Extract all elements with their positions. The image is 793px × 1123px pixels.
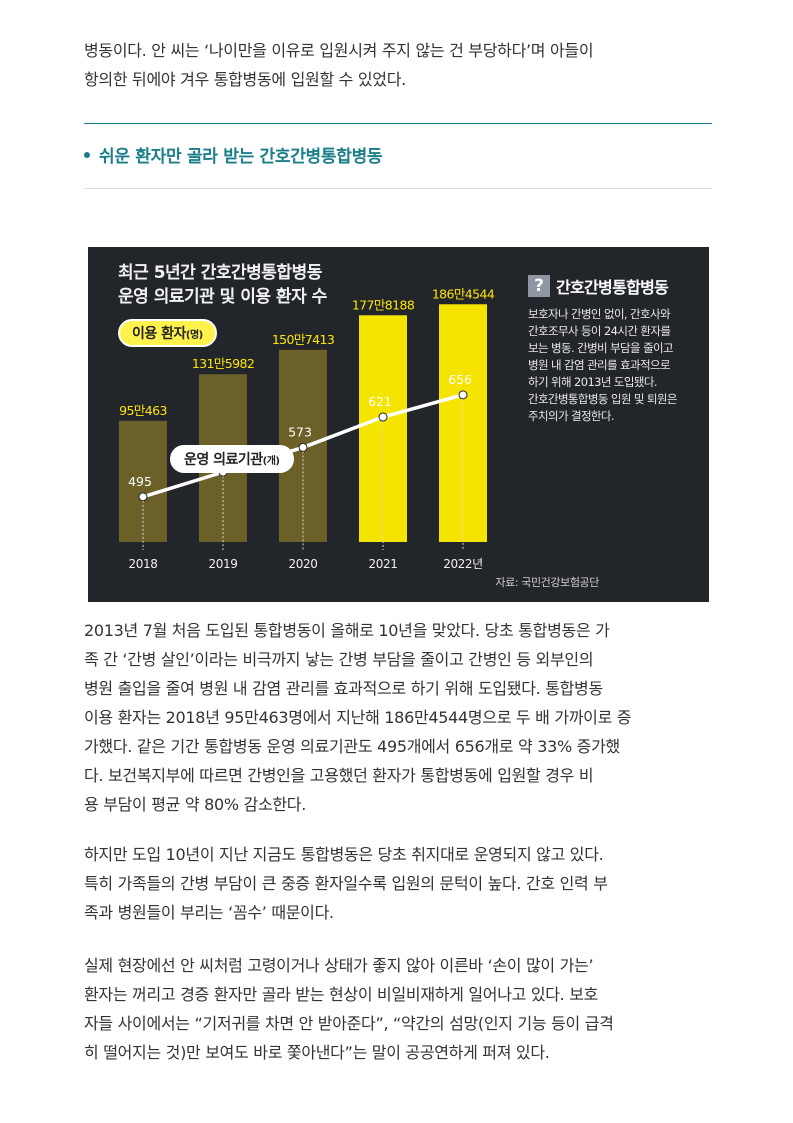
institutions-legend-unit: (개) [262,456,280,467]
line-value-label: 621 [368,394,392,409]
bar [359,315,407,542]
paragraph-line: 다. 보건복지부에 따르면 간병인을 고용했던 환자가 통합병동에 입원할 경우… [84,766,594,785]
body-paragraph-2: 하지만 도입 10년이 지난 지금도 통합병동은 당초 취지대로 운영되지 않고… [84,840,714,927]
paragraph-line: 하지만 도입 10년이 지난 지금도 통합병동은 당초 취지대로 운영되지 않고… [84,845,604,864]
bar-value-label: 177만8188 [352,297,415,312]
x-tick-label: 2019 [209,557,238,571]
body-paragraph-1: 2013년 7월 처음 도입된 통합병동이 올해로 10년을 맞았다. 당초 통… [84,616,714,819]
info-line: 하기 위해 2013년 도입됐다. [528,375,658,389]
paragraph-line: 병원 출입을 줄여 병원 내 감염 관리를 효과적으로 하기 위해 도입됐다. … [84,679,603,698]
bullet-icon [84,152,90,158]
body-paragraph-3: 실제 현장에선 안 씨처럼 고령이거나 상태가 좋지 않아 이른바 ‘손이 많이… [84,951,714,1067]
subheading-text: 쉬운 환자만 골라 받는 간호간병통합병동 [99,147,383,167]
paragraph-line: 가했다. 같은 기간 통합병동 운영 의료기관도 495개에서 656개로 약 … [84,737,620,756]
paragraph-line: 용 부담이 평균 약 80% 감소한다. [84,795,306,814]
line-point [298,442,308,452]
institutions-legend-text: 운영 의료기관 [184,452,263,468]
paragraph-line: 특히 가족들의 간병 부담이 큰 중증 환자일수록 입원의 문턱이 높다. 간호… [84,874,608,893]
bar-value-label: 186만4544 [432,286,495,301]
line-value-label: 656 [448,372,472,387]
line-point [378,412,388,422]
info-line: 보는 병동. 간병비 부담을 줄이고 [528,341,674,355]
info-description: 보호자나 간병인 없이, 간호사와 간호조무사 등이 24시간 환자를 보는 병… [528,306,703,425]
line-point [458,390,468,400]
line-value-label: 495 [128,474,152,489]
paragraph-line: 실제 현장에선 안 씨처럼 고령이거나 상태가 좋지 않아 이른바 ‘손이 많이… [84,956,594,975]
intro-paragraph: 병동이다. 안 씨는 ‘나이만을 이유로 입원시켜 주지 않는 건 부당하다’며… [84,36,714,94]
patients-legend-text: 이용 환자 [132,326,186,342]
patients-legend-label: 이용 환자(명) [118,319,217,347]
x-tick-label: 2020 [289,557,318,571]
paragraph-line: 항의한 뒤에야 겨우 통합병동에 입원할 수 있었다. [84,70,406,89]
info-title: 간호간병통합병동 [556,278,669,297]
patients-legend-unit: (명) [185,330,203,341]
x-tick-label: 2021 [369,557,398,571]
institutions-legend-label: 운영 의료기관(개) [170,445,294,473]
chart-source: 자료: 국민건강보험공단 [495,576,599,589]
section-divider [84,123,712,124]
info-line: 주치의가 결정한다. [528,409,615,423]
info-line: 간호조무사 등이 24시간 환자를 [528,324,671,338]
line-value-label: 573 [288,424,312,439]
x-tick-label: 2022년 [443,557,483,571]
line-point [138,492,148,502]
infographic-chart: 95만463 131만5982 150만7413 177만8188 186만4544 49… [88,247,709,602]
bar-value-label: 95만463 [119,403,167,418]
paragraph-line: 환자는 꺼리고 경증 환자만 골라 받는 현상이 비일비재하게 일어나고 있다.… [84,985,599,1004]
info-line: 간호간병통합병동 입원 및 퇴원은 [528,392,677,406]
bar-value-label: 150만7413 [272,332,334,347]
paragraph-line: 자들 사이에서는 “기저귀를 차면 안 받아준다”, “약간의 섬망(인지 기능… [84,1014,614,1033]
chart-title-line: 최근 5년간 간호간병통합병동 [118,263,322,283]
chart-title-line: 운영 의료기관 및 이용 환자 수 [118,287,327,307]
info-box: ? 간호간병통합병동 보호자나 간병인 없이, 간호사와 간호조무사 등이 24시… [528,274,703,425]
section-divider-light [84,188,712,189]
chart-title: 최근 5년간 간호간병통합병동 운영 의료기관 및 이용 환자 수 [118,261,327,309]
question-mark-icon: ? [528,275,550,297]
paragraph-line: 히 떨어지는 것)만 보여도 바로 쫓아낸다”는 말이 공공연하게 퍼져 있다. [84,1043,550,1062]
bar-value-label: 131만5982 [192,356,254,371]
section-subheading: 쉬운 환자만 골라 받는 간호간병통합병동 [84,142,383,167]
info-line: 보호자나 간병인 없이, 간호사와 [528,307,671,321]
paragraph-line: 족 간 ‘간병 살인’이라는 비극까지 낳는 간병 부담을 줄이고 간병인 등 … [84,650,594,669]
paragraph-line: 병동이다. 안 씨는 ‘나이만을 이유로 입원시켜 주지 않는 건 부당하다’며… [84,41,594,60]
paragraph-line: 족과 병원들이 부리는 ‘꼼수’ 때문이다. [84,903,334,922]
paragraph-line: 이용 환자는 2018년 95만463명에서 지난해 186만4544명으로 두… [84,708,632,727]
paragraph-line: 2013년 7월 처음 도입된 통합병동이 올해로 10년을 맞았다. 당초 통… [84,621,610,640]
info-line: 병원 내 감염 관리를 효과적으로 [528,358,671,372]
x-tick-label: 2018 [129,557,158,571]
